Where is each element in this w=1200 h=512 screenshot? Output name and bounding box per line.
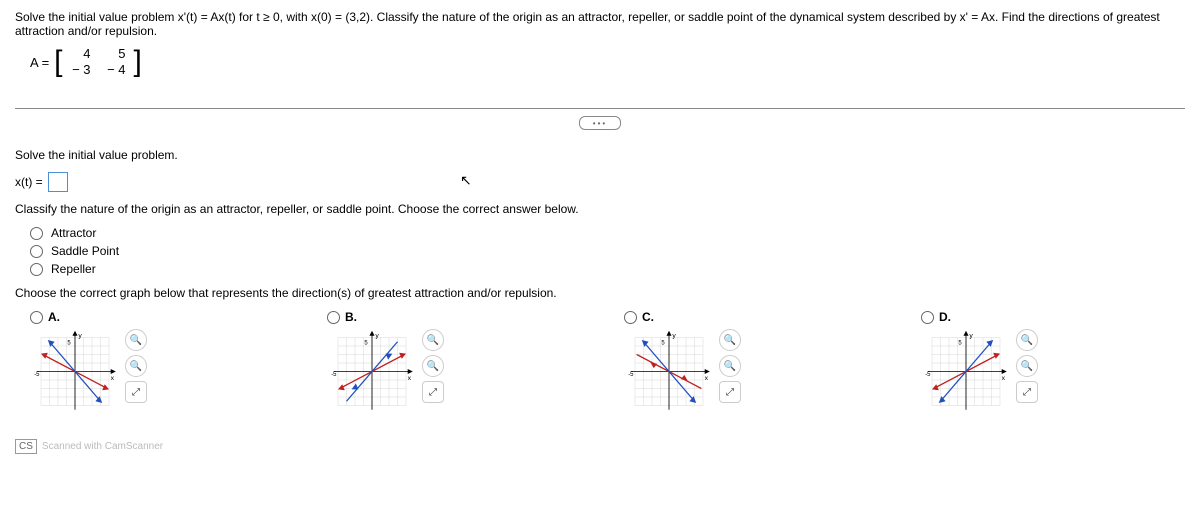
svg-text:y: y (375, 333, 379, 340)
zoom-in-icon[interactable]: 🔍 (1016, 329, 1038, 351)
svg-text:-5: -5 (925, 372, 931, 378)
divider (15, 108, 1185, 109)
radio-attractor[interactable] (30, 227, 43, 240)
zoom-out-icon[interactable]: 🔍 (719, 355, 741, 377)
option-label: Repeller (51, 262, 96, 276)
svg-text:x: x (408, 375, 412, 382)
scanned-text: Scanned with CamScanner (42, 441, 163, 452)
svg-text:y: y (78, 333, 82, 340)
svg-text:-5: -5 (34, 372, 40, 378)
footer: CS Scanned with CamScanner (15, 439, 1185, 454)
left-bracket: [ (54, 47, 62, 77)
choice-label: C. (642, 310, 654, 324)
zoom-out-icon[interactable]: 🔍 (125, 355, 147, 377)
classify-options: Attractor Saddle Point Repeller (15, 226, 1185, 276)
radio-saddle[interactable] (30, 245, 43, 258)
svg-text:x: x (1002, 375, 1006, 382)
svg-text:y: y (969, 333, 973, 340)
svg-text:5: 5 (364, 340, 368, 346)
radio-choice-d[interactable] (921, 311, 934, 324)
svg-text:5: 5 (67, 340, 71, 346)
answer-input[interactable] (48, 172, 68, 192)
radio-choice-c[interactable] (624, 311, 637, 324)
graph-c: y x 5 -5 (624, 329, 714, 414)
zoom-in-icon[interactable]: 🔍 (125, 329, 147, 351)
expand-icon[interactable]: ⤢ (1016, 381, 1038, 403)
problem-statement: Solve the initial value problem x'(t) = … (15, 10, 1185, 38)
right-bracket: ] (134, 47, 142, 77)
matrix-cell: − 4 (106, 62, 126, 78)
expand-icon[interactable]: ⤢ (719, 381, 741, 403)
graph-a: y x 5 -5 (30, 329, 120, 414)
xt-label: x(t) = (15, 175, 43, 189)
svg-text:5: 5 (661, 340, 665, 346)
graph-d: y x 5 -5 (921, 329, 1011, 414)
svg-text:5: 5 (958, 340, 962, 346)
svg-text:x: x (705, 375, 709, 382)
matrix-definition: A = [ 4 5 − 3 − 4 ] (30, 46, 1185, 78)
radio-choice-b[interactable] (327, 311, 340, 324)
choice-label: A. (48, 310, 60, 324)
svg-text:-5: -5 (331, 372, 337, 378)
zoom-out-icon[interactable]: 🔍 (422, 355, 444, 377)
expand-pill[interactable]: ••• (579, 116, 621, 130)
graph-b: y x 5 -5 (327, 329, 417, 414)
graph-choices: A. y x 5 -5 (30, 310, 1185, 414)
section-classify: Classify the nature of the origin as an … (15, 202, 1185, 216)
choice-label: B. (345, 310, 357, 324)
section-graph: Choose the correct graph below that repr… (15, 286, 1185, 300)
svg-text:x: x (111, 375, 115, 382)
matrix-cell: 4 (71, 46, 91, 62)
radio-repeller[interactable] (30, 263, 43, 276)
option-label: Attractor (51, 226, 96, 240)
svg-text:-5: -5 (628, 372, 634, 378)
matrix-cell: − 3 (71, 62, 91, 78)
radio-choice-a[interactable] (30, 311, 43, 324)
matrix-cell: 5 (106, 46, 126, 62)
svg-text:y: y (672, 333, 676, 340)
zoom-out-icon[interactable]: 🔍 (1016, 355, 1038, 377)
cs-badge: CS (15, 439, 37, 454)
expand-icon[interactable]: ⤢ (125, 381, 147, 403)
cursor-icon: ↖ (460, 172, 472, 189)
matrix-label: A = (30, 55, 49, 70)
choice-label: D. (939, 310, 951, 324)
zoom-in-icon[interactable]: 🔍 (719, 329, 741, 351)
option-label: Saddle Point (51, 244, 119, 258)
zoom-in-icon[interactable]: 🔍 (422, 329, 444, 351)
section-solve: Solve the initial value problem. (15, 148, 1185, 162)
expand-icon[interactable]: ⤢ (422, 381, 444, 403)
